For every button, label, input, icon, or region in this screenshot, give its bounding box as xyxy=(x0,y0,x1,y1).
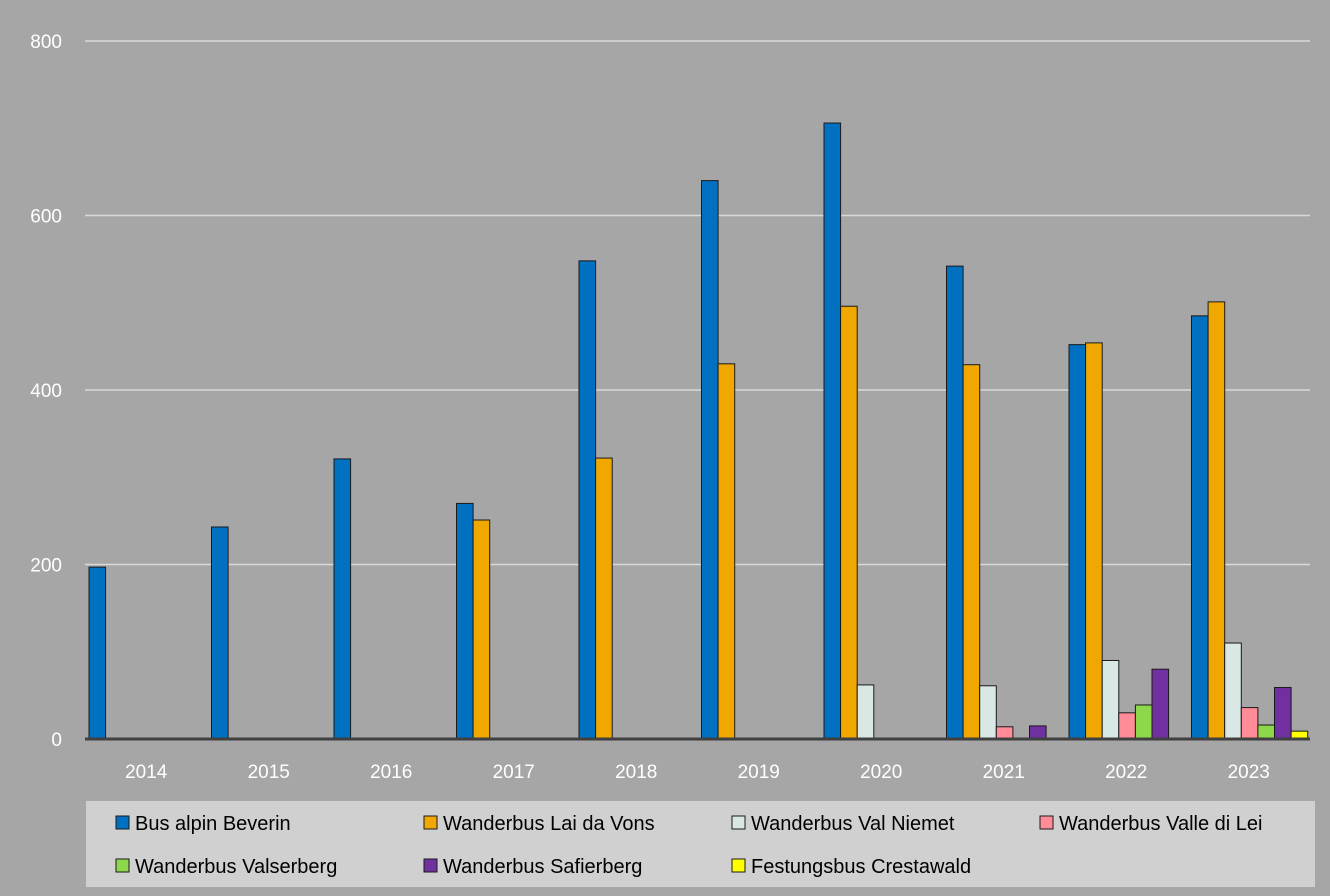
legend-swatch-festungsbus-crestawald xyxy=(731,858,746,873)
legend-label: Bus alpin Beverin xyxy=(135,813,291,835)
bar-2021-bus-alpin-beverin xyxy=(946,265,964,740)
bar-2022-wanderbus-lai-da-vons xyxy=(1085,342,1103,740)
x-tick-label: 2018 xyxy=(615,762,657,783)
x-tick-label: 2019 xyxy=(738,762,780,783)
bar-2022-wanderbus-valle-di-lei xyxy=(1118,712,1136,740)
bar-2018-wanderbus-lai-da-vons xyxy=(595,457,613,740)
legend-label: Wanderbus Lai da Vons xyxy=(443,813,655,835)
x-tick-label: 2014 xyxy=(125,762,168,783)
legend-label: Wanderbus Valle di Lei xyxy=(1059,813,1262,835)
x-tick-label: 2022 xyxy=(1105,762,1147,783)
bar-2020-wanderbus-val-niemet xyxy=(856,684,875,740)
x-tick-label: 2021 xyxy=(983,762,1025,783)
bar-2019-bus-alpin-beverin xyxy=(701,180,719,740)
legend-background xyxy=(86,801,1315,887)
legend-label: Wanderbus Valserberg xyxy=(135,856,337,878)
y-tick-label: 400 xyxy=(30,381,62,402)
legend-swatch-wanderbus-valserberg xyxy=(115,858,130,873)
x-tick-label: 2015 xyxy=(248,762,290,783)
bar-2016-bus-alpin-beverin xyxy=(333,458,352,740)
bar-2020-bus-alpin-beverin xyxy=(823,122,842,740)
bar-2023-bus-alpin-beverin xyxy=(1191,315,1209,740)
bar-2023-wanderbus-val-niemet xyxy=(1224,642,1242,740)
bar-2022-wanderbus-valserberg xyxy=(1134,704,1153,740)
legend-swatch-wanderbus-valle-di-lei xyxy=(1039,815,1054,830)
legend-swatch-bus-alpin-beverin xyxy=(115,815,130,830)
x-axis-tick-labels: 2014 2015 2016 2017 2018 2019 2020 2021 2022 2023 xyxy=(125,762,1270,783)
bar-2014-bus-alpin-beverin xyxy=(88,566,107,740)
y-tick-label: 0 xyxy=(51,730,62,751)
y-tick-label: 600 xyxy=(30,207,62,228)
x-tick-label: 2023 xyxy=(1228,762,1270,783)
bar-2023-wanderbus-safierberg xyxy=(1274,687,1292,740)
bar-2021-wanderbus-valle-di-lei xyxy=(995,726,1014,740)
legend-label: Wanderbus Val Niemet xyxy=(751,813,955,835)
x-tick-label: 2016 xyxy=(370,762,412,783)
y-tick-label: 200 xyxy=(30,556,62,577)
bar-2020-wanderbus-lai-da-vons xyxy=(840,305,858,740)
legend-swatch-wanderbus-safierberg xyxy=(423,858,438,873)
bar-2017-wanderbus-lai-da-vons xyxy=(472,519,491,740)
legend-swatch-wanderbus-val-niemet xyxy=(731,815,746,830)
y-axis-tick-labels: 0 200 400 600 800 xyxy=(30,32,62,751)
bar-2022-wanderbus-safierberg xyxy=(1151,668,1170,740)
bar-2017-bus-alpin-beverin xyxy=(456,502,474,740)
bar-2021-wanderbus-lai-da-vons xyxy=(962,364,981,740)
bar-2021-wanderbus-safierberg xyxy=(1029,725,1047,740)
legend: Bus alpin Beverin Wanderbus Lai da Vons Wa… xyxy=(86,801,1315,887)
legend-swatch-wanderbus-lai-da-vons xyxy=(423,815,438,830)
x-tick-label: 2020 xyxy=(860,762,902,783)
bar-2023-wanderbus-valle-di-lei xyxy=(1240,707,1259,740)
bar-2023-wanderbus-valserberg xyxy=(1257,724,1276,740)
bar-2019-wanderbus-lai-da-vons xyxy=(717,363,736,740)
bar-2021-wanderbus-val-niemet xyxy=(979,685,997,740)
gridlines xyxy=(85,40,1310,566)
legend-label: Wanderbus Safierberg xyxy=(443,856,642,878)
y-tick-label: 800 xyxy=(30,32,62,53)
bar-2018-bus-alpin-beverin xyxy=(578,260,597,740)
bar-2022-bus-alpin-beverin xyxy=(1068,344,1087,740)
bar-2023-wanderbus-lai-da-vons xyxy=(1207,301,1226,740)
x-tick-label: 2017 xyxy=(493,762,535,783)
legend-label: Festungsbus Crestawald xyxy=(751,856,971,878)
bar-2022-wanderbus-val-niemet xyxy=(1101,659,1120,740)
bar-2015-bus-alpin-beverin xyxy=(211,526,229,740)
